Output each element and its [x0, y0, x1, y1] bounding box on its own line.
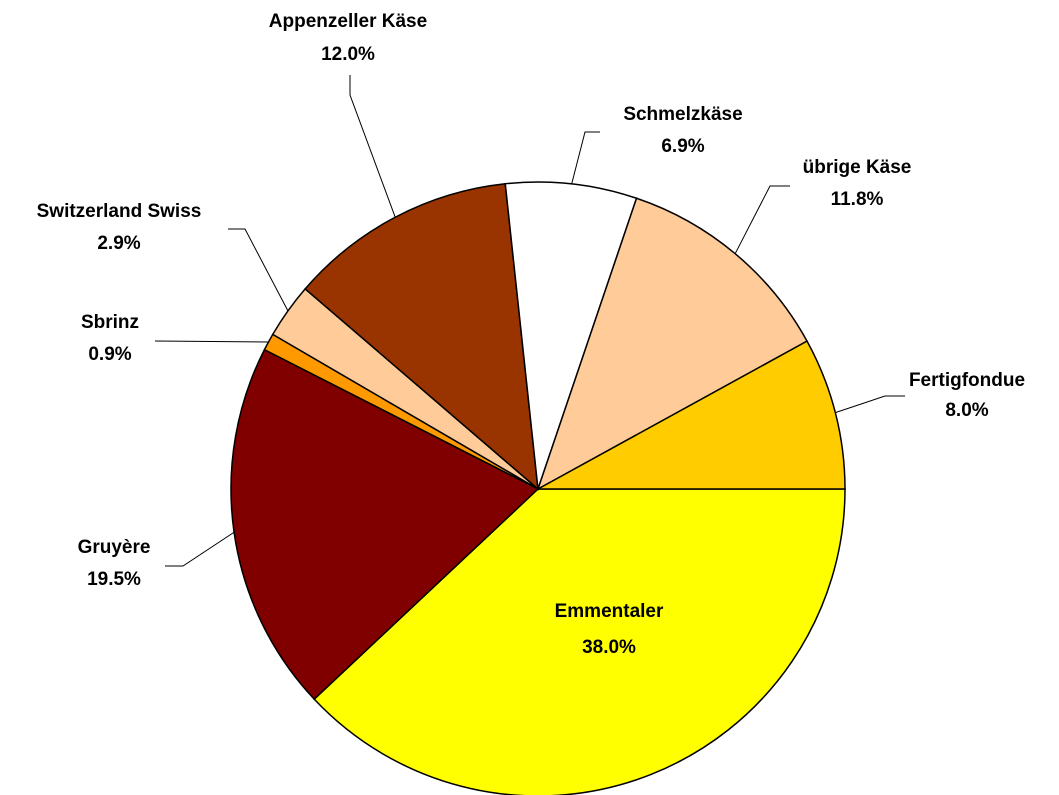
slice-label: Sbrinz	[81, 312, 139, 333]
slice-label: übrige Käse	[803, 157, 912, 178]
pie-slice	[304, 182, 539, 491]
slice-label: Gruyère	[78, 537, 151, 558]
slice-label: Fertigfondue	[909, 370, 1025, 391]
leader-line	[571, 131, 600, 184]
slice-value-label: 8.0%	[945, 400, 988, 421]
leader-line	[154, 340, 269, 343]
pie-slice	[504, 181, 638, 490]
slice-label: Switzerland Swiss	[37, 201, 202, 222]
pie-slice	[537, 340, 846, 490]
slice-value-label: 11.8%	[831, 189, 884, 210]
slice-value-label: 0.9%	[88, 344, 131, 365]
slice-label: Schmelzkäse	[623, 104, 742, 125]
leader-line	[349, 75, 396, 218]
leader-line	[228, 228, 289, 312]
leader-line	[734, 185, 790, 254]
slice-value-label: 6.9%	[661, 136, 704, 157]
slice-value-label: 12.0%	[321, 44, 375, 65]
leader-line	[835, 395, 905, 414]
pie-slice	[313, 488, 846, 795]
pie-slice	[230, 348, 540, 701]
slice-label: Appenzeller Käse	[269, 11, 427, 32]
slice-value-label: 2.9%	[97, 233, 140, 254]
slice-value-label: 38.0%	[582, 637, 636, 658]
slice-label: Emmentaler	[555, 601, 664, 622]
slice-value-label: 19.5%	[87, 569, 141, 590]
pie-slice	[536, 197, 809, 491]
leader-line	[165, 531, 235, 567]
